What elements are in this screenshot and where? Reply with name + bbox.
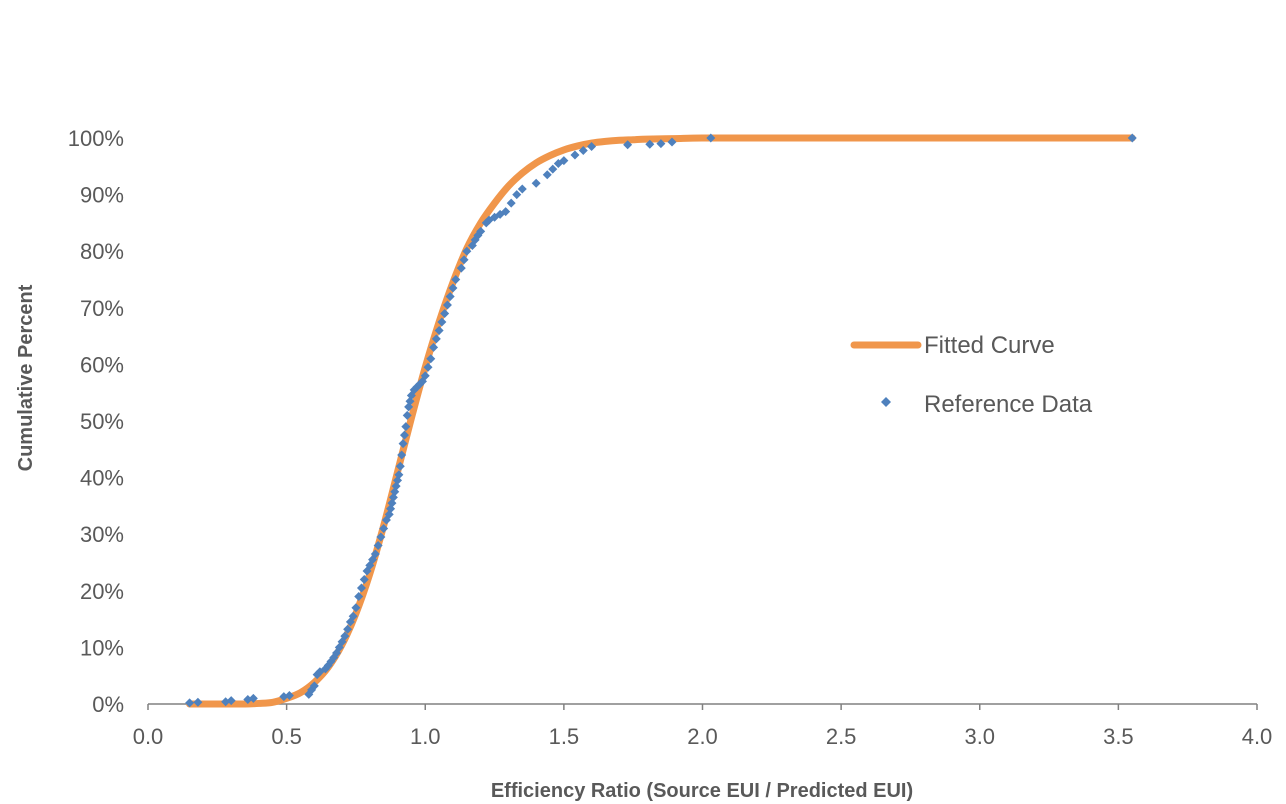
reference-data-point: [394, 470, 404, 480]
reference-data-point: [359, 574, 369, 584]
reference-data-point: [185, 698, 195, 708]
reference-data-point: [426, 354, 436, 364]
reference-data-point: [401, 422, 411, 432]
y-tick-label: 30%: [80, 522, 124, 547]
reference-data-point: [656, 139, 666, 149]
reference-data-point: [376, 532, 386, 542]
y-tick-label: 70%: [80, 296, 124, 321]
reference-data-point: [517, 184, 527, 194]
reference-data-point: [402, 410, 412, 420]
reference-data-point: [448, 283, 458, 293]
reference-data-point: [578, 145, 588, 155]
x-tick-label: 3.5: [1103, 724, 1134, 749]
reference-data-point: [440, 308, 450, 318]
reference-data-point: [248, 693, 258, 703]
reference-data-point: [442, 300, 452, 310]
x-tick-labels: 0.0 0.5 1.0 1.5 2.0 2.5 3.0 3.5 4.0: [133, 724, 1273, 749]
reference-data-point: [356, 583, 366, 593]
legend: Fitted Curve Reference Data: [850, 332, 1093, 418]
y-tick-label: 50%: [80, 409, 124, 434]
x-tick-label: 2.0: [687, 724, 718, 749]
reference-data-point: [1127, 133, 1137, 143]
reference-data-point: [397, 450, 407, 460]
x-tick-label: 0.5: [271, 724, 302, 749]
reference-data-point: [531, 178, 541, 188]
reference-data-point: [587, 141, 597, 151]
y-tick-labels: 0% 10% 20% 30% 40% 50% 60% 70% 80% 90% 100%: [68, 126, 124, 717]
x-tick-label: 3.0: [964, 724, 995, 749]
reference-data-point: [398, 439, 408, 449]
reference-data-points: [185, 133, 1137, 708]
reference-data-point: [348, 611, 358, 621]
reference-data-point: [459, 255, 469, 265]
legend-reference-data-swatch: [881, 397, 891, 407]
reference-data-point: [506, 198, 516, 208]
reference-data-point: [379, 524, 389, 534]
reference-data-point: [501, 207, 511, 217]
legend-fitted-curve-label: Fitted Curve: [924, 332, 1055, 359]
reference-data-point: [706, 133, 716, 143]
reference-data-point: [434, 325, 444, 335]
x-tick-label: 4.0: [1242, 724, 1273, 749]
reference-data-point: [431, 334, 441, 344]
reference-data-point: [423, 362, 433, 372]
y-tick-label: 40%: [80, 466, 124, 491]
reference-data-point: [395, 461, 405, 471]
reference-data-point: [351, 603, 361, 613]
y-tick-label: 60%: [80, 352, 124, 377]
reference-data-point: [559, 156, 569, 166]
y-tick-label: 0%: [92, 692, 124, 717]
reference-data-point: [309, 681, 319, 691]
reference-data-point: [340, 631, 350, 641]
x-tick-marks: [147, 704, 1258, 710]
fitted-curve-line: [186, 134, 1136, 708]
reference-data-point: [226, 696, 236, 706]
reference-data-point: [420, 371, 430, 381]
reference-data-point: [623, 140, 633, 150]
x-tick-label: 0.0: [133, 724, 164, 749]
reference-data-point: [645, 139, 655, 149]
reference-data-point: [667, 137, 677, 147]
reference-data-point: [354, 591, 364, 601]
reference-data-point: [542, 170, 552, 180]
y-tick-label: 80%: [80, 239, 124, 264]
legend-reference-data-label: Reference Data: [924, 391, 1093, 418]
reference-data-point: [370, 549, 380, 559]
reference-data-point: [462, 246, 472, 256]
x-tick-label: 2.5: [826, 724, 857, 749]
reference-data-point: [570, 150, 580, 160]
reference-data-point: [373, 541, 383, 551]
y-tick-label: 10%: [80, 635, 124, 660]
reference-data-point: [456, 263, 466, 273]
reference-data-point: [343, 624, 353, 634]
reference-data-point: [512, 190, 522, 200]
reference-data-point: [399, 430, 409, 440]
reference-data-point: [193, 697, 203, 707]
x-axis-title: Efficiency Ratio (Source EUI / Predicted…: [491, 780, 913, 802]
x-tick-label: 1.0: [410, 724, 441, 749]
reference-data-point: [437, 317, 447, 327]
plot-area: [185, 133, 1137, 708]
reference-data-point: [476, 226, 486, 236]
reference-data-point: [284, 691, 294, 701]
y-axis-title: Cumulative Percent: [15, 284, 37, 471]
y-tick-label: 100%: [68, 126, 124, 151]
y-tick-label: 20%: [80, 579, 124, 604]
reference-data-point: [429, 342, 439, 352]
axes: 0.0 0.5 1.0 1.5 2.0 2.5 3.0 3.5 4.0 0% 10% 20% 30% 4…: [68, 126, 1273, 749]
y-tick-label: 90%: [80, 183, 124, 208]
reference-data-point: [445, 291, 455, 301]
x-tick-label: 1.5: [549, 724, 580, 749]
reference-data-point: [548, 164, 558, 174]
reference-data-point: [451, 275, 461, 284]
